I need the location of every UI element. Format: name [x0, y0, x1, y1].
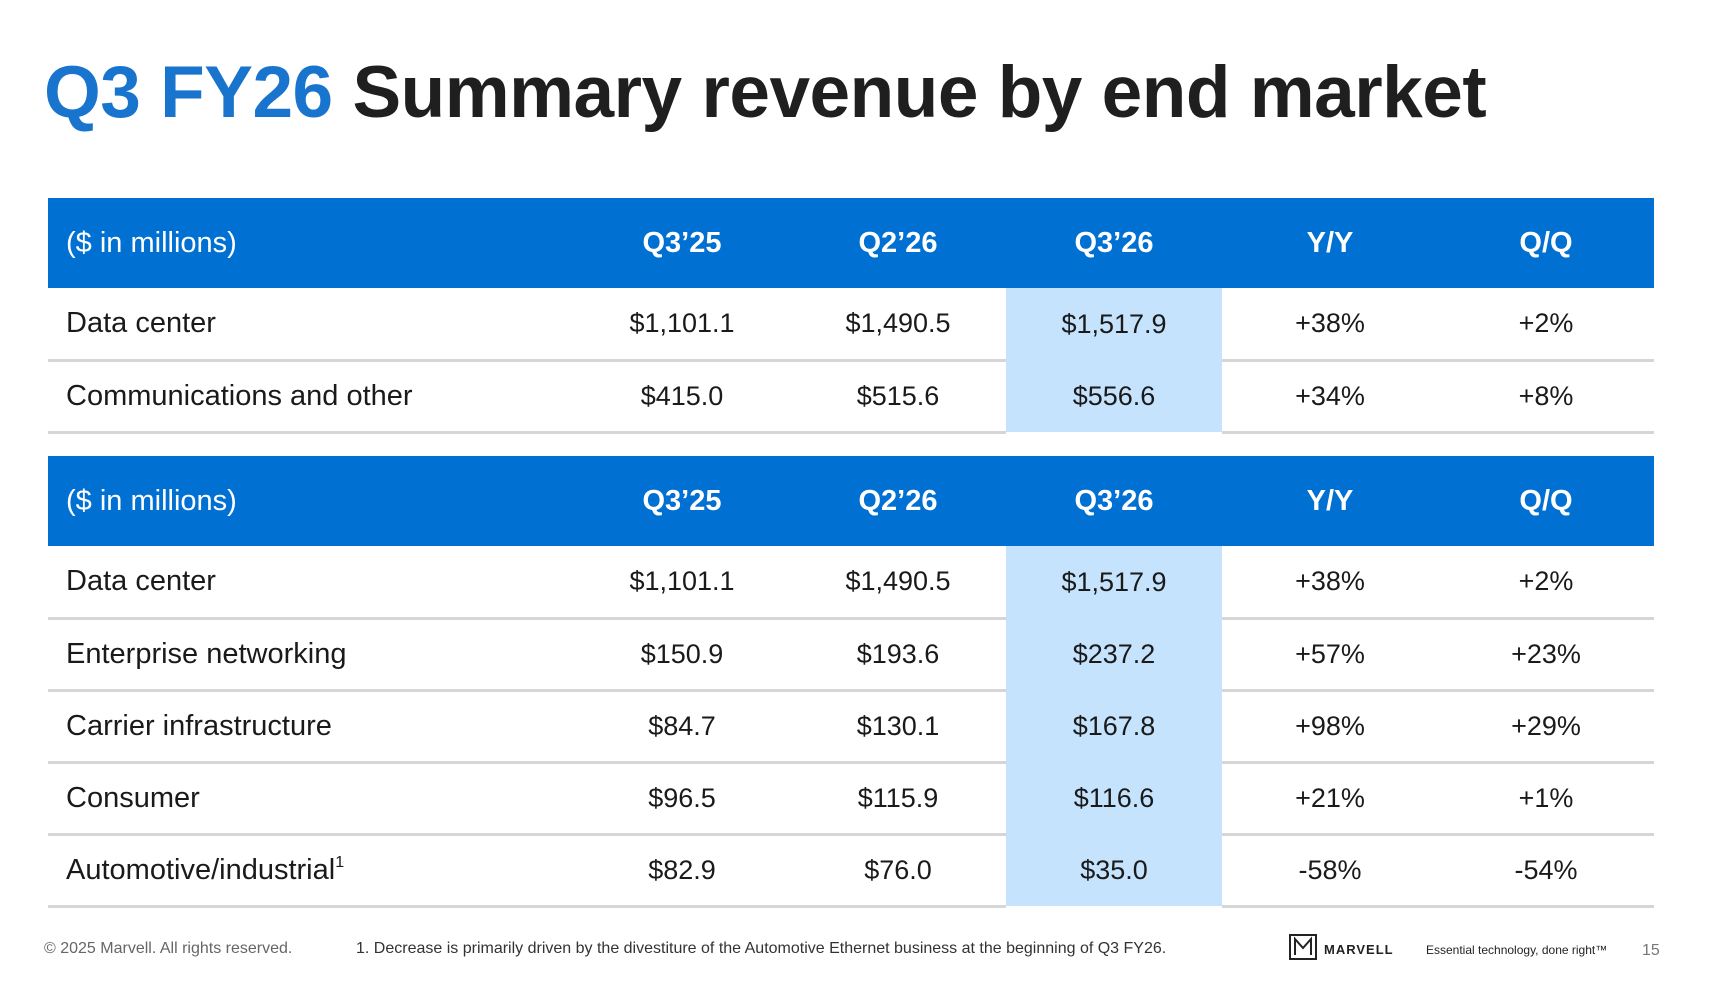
row-label: Consumer	[48, 762, 574, 836]
cell-q2-26: $1,490.5	[790, 288, 1006, 362]
cell-yy: +57%	[1222, 618, 1438, 692]
row-label: Data center	[48, 288, 574, 362]
cell-q2-26: $76.0	[790, 834, 1006, 908]
cell-q3-26: $237.2	[1006, 618, 1222, 690]
table-header-row: ($ in millions) Q3’25 Q2’26 Q3’26 Y/Y Q/…	[48, 198, 1654, 288]
cell-q3-26: $167.8	[1006, 690, 1222, 762]
cell-q3-26: $1,517.9	[1006, 288, 1222, 360]
footnote-text: 1. Decrease is primarily driven by the d…	[356, 940, 1167, 957]
table-row: Data center $1,101.1 $1,490.5 $1,517.9 +…	[48, 288, 1654, 362]
table-row: Consumer $96.5 $115.9 $116.6 +21% +1%	[48, 762, 1654, 836]
cell-q3-25: $84.7	[574, 690, 790, 764]
cell-qq: +23%	[1438, 618, 1654, 692]
cell-q2-26: $115.9	[790, 762, 1006, 836]
cell-q3-25: $96.5	[574, 762, 790, 836]
footnote-marker: 1	[335, 853, 345, 871]
cell-qq: +8%	[1438, 360, 1654, 434]
brand-name: MARVELL	[1324, 942, 1394, 957]
row-label: Data center	[48, 546, 574, 620]
header-q3-25: Q3’25	[642, 484, 722, 517]
cell-qq: +2%	[1438, 288, 1654, 362]
cell-q3-26: $35.0	[1006, 834, 1222, 906]
cell-q2-26: $193.6	[790, 618, 1006, 692]
table-row: Communications and other $415.0 $515.6 $…	[48, 360, 1654, 434]
header-q3-26: Q3’26	[1074, 484, 1154, 517]
cell-yy: +34%	[1222, 360, 1438, 434]
row-label: Enterprise networking	[48, 618, 574, 692]
cell-q3-25: $150.9	[574, 618, 790, 692]
cell-q3-25: $82.9	[574, 834, 790, 908]
cell-qq: +29%	[1438, 690, 1654, 764]
table-row: Automotive/industrial1 $82.9 $76.0 $35.0…	[48, 834, 1654, 908]
header-yy: Y/Y	[1306, 484, 1354, 517]
marvell-mark-icon	[1288, 933, 1318, 966]
cell-q3-25: $415.0	[574, 360, 790, 434]
cell-q3-26: $556.6	[1006, 360, 1222, 432]
cell-qq: -54%	[1438, 834, 1654, 908]
cell-yy: +38%	[1222, 288, 1438, 362]
cell-yy: +98%	[1222, 690, 1438, 764]
table-row: Carrier infrastructure $84.7 $130.1 $167…	[48, 690, 1654, 764]
tagline: Essential technology, done right™	[1426, 943, 1608, 957]
header-yy: Y/Y	[1306, 226, 1354, 259]
row-label: Communications and other	[48, 360, 574, 434]
header-q2-26: Q2’26	[858, 484, 938, 517]
cell-q2-26: $1,490.5	[790, 546, 1006, 620]
header-q3-25: Q3’25	[642, 226, 722, 259]
table-row: Enterprise networking $150.9 $193.6 $237…	[48, 618, 1654, 692]
header-q2-26: Q2’26	[858, 226, 938, 259]
table-row: Data center $1,101.1 $1,490.5 $1,517.9 +…	[48, 546, 1654, 620]
cell-yy: +38%	[1222, 546, 1438, 620]
cell-q3-26: $116.6	[1006, 762, 1222, 834]
cell-q3-25: $1,101.1	[574, 546, 790, 620]
header-q3-26: Q3’26	[1074, 226, 1154, 259]
cell-q3-26: $1,517.9	[1006, 546, 1222, 618]
copyright-text: © 2025 Marvell. All rights reserved.	[44, 940, 293, 957]
cell-yy: +21%	[1222, 762, 1438, 836]
header-units: ($ in millions)	[66, 226, 237, 259]
cell-q2-26: $130.1	[790, 690, 1006, 764]
table-header-row: ($ in millions) Q3’25 Q2’26 Q3’26 Y/Y Q/…	[48, 456, 1654, 546]
revenue-table-detail: ($ in millions) Q3’25 Q2’26 Q3’26 Y/Y Q/…	[48, 456, 1654, 908]
row-label: Carrier infrastructure	[48, 690, 574, 764]
title-accent: Q3 FY26	[44, 52, 333, 133]
row-label-text: Automotive/industrial	[66, 853, 336, 886]
cell-qq: +1%	[1438, 762, 1654, 836]
page-number: 15	[1642, 942, 1660, 959]
cell-qq: +2%	[1438, 546, 1654, 620]
title-rest: Summary revenue by end market	[352, 52, 1487, 133]
marvell-logo: MARVELL	[1288, 933, 1394, 966]
row-label: Automotive/industrial1	[48, 834, 574, 908]
header-qq: Q/Q	[1519, 484, 1573, 517]
cell-q2-26: $515.6	[790, 360, 1006, 434]
page-title: Q3 FY26 Summary revenue by end market	[44, 56, 1487, 129]
revenue-table-summary: ($ in millions) Q3’25 Q2’26 Q3’26 Y/Y Q/…	[48, 198, 1654, 434]
cell-q3-25: $1,101.1	[574, 288, 790, 362]
header-qq: Q/Q	[1519, 226, 1573, 259]
header-units: ($ in millions)	[66, 484, 237, 517]
cell-yy: -58%	[1222, 834, 1438, 908]
